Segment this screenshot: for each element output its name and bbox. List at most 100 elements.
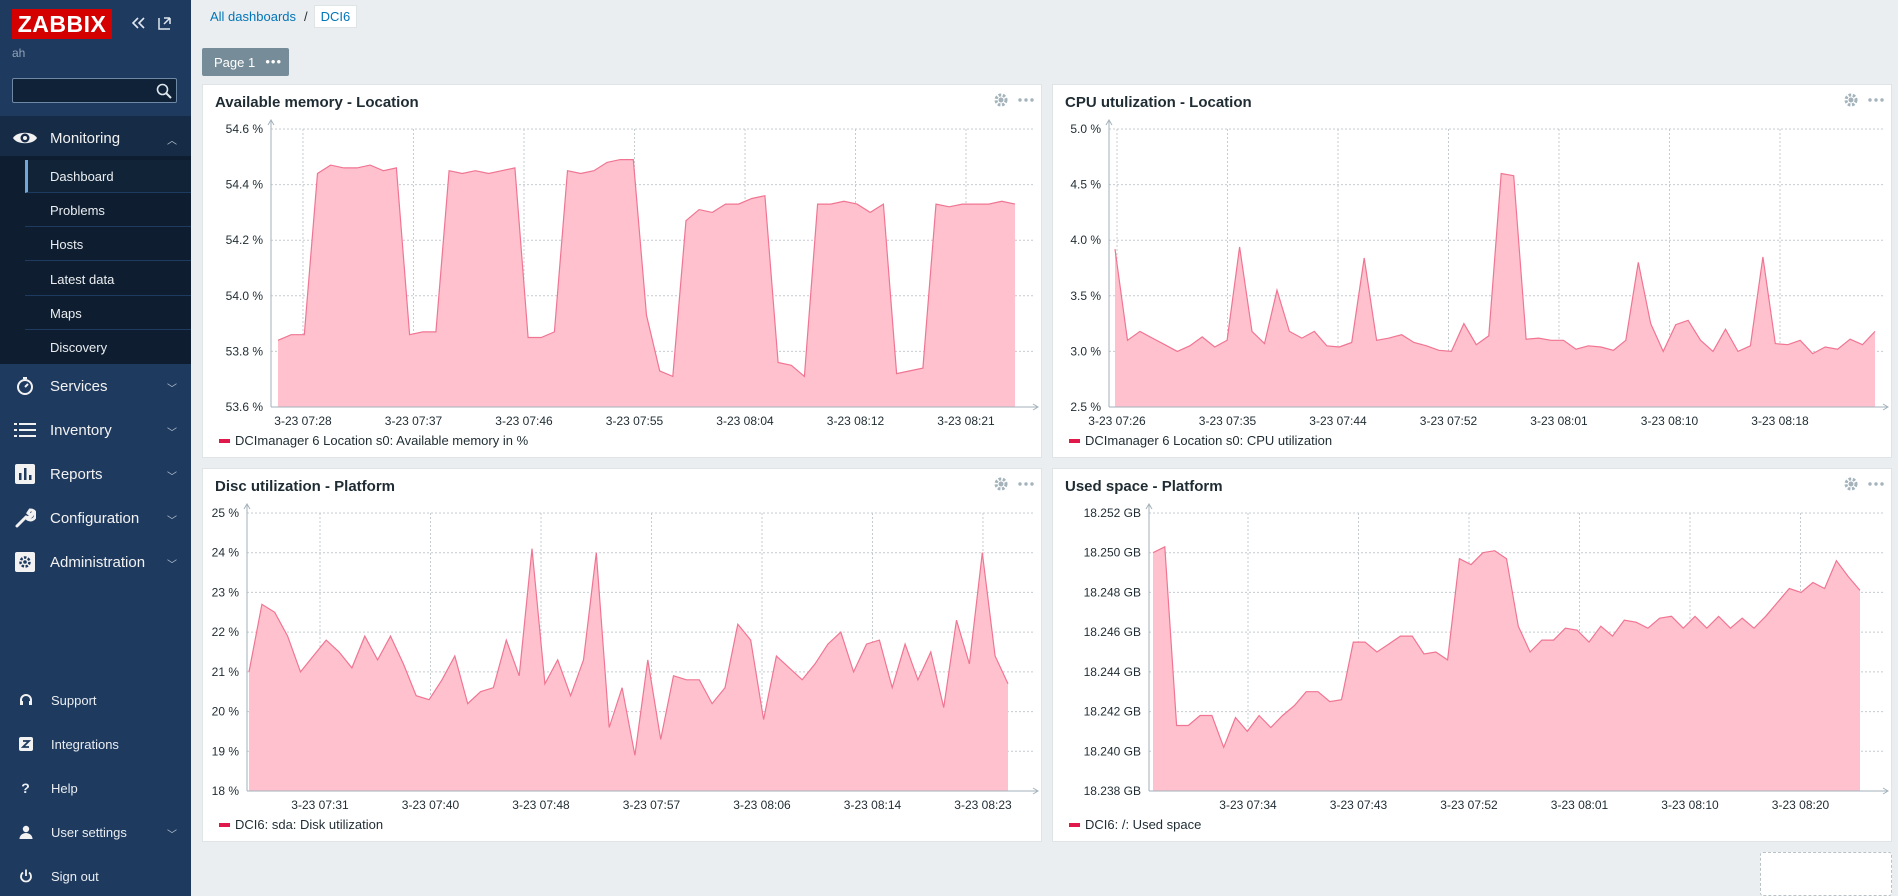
- menu-administration-label: Administration: [50, 553, 146, 571]
- zabbix-logo[interactable]: ZABBIX: [12, 9, 112, 39]
- y-tick-label: 19 %: [212, 744, 240, 758]
- widget-title: CPU utulization - Location: [1065, 94, 1252, 111]
- menu-administration[interactable]: Administration ﹀: [0, 540, 191, 584]
- y-axis-arrow: [1105, 119, 1113, 126]
- chevron-down-icon: ﹀: [167, 560, 177, 571]
- menu-support[interactable]: Support: [0, 682, 191, 718]
- breadcrumb-separator: /: [304, 9, 308, 24]
- y-tick-label: 18.250 GB: [1084, 546, 1141, 560]
- submenu-problems[interactable]: Problems: [25, 194, 191, 227]
- menu-inventory[interactable]: Inventory ﹀: [0, 408, 191, 452]
- menu-configuration[interactable]: Configuration ﹀: [0, 496, 191, 540]
- x-axis-arrow: [1882, 787, 1889, 795]
- chart-legend: DCImanager 6 Location s0: Available memo…: [219, 433, 528, 448]
- widget-title: Disc utilization - Platform: [215, 478, 396, 495]
- series-area: [1115, 173, 1875, 407]
- x-tick-label: 3-23 07:40: [402, 798, 460, 812]
- add-widget-placeholder[interactable]: [1760, 852, 1892, 896]
- y-tick-label: 4.5 %: [1070, 178, 1101, 192]
- series-area: [1153, 546, 1860, 791]
- menu-reports[interactable]: Reports ﹀: [0, 452, 191, 496]
- submenu-hosts[interactable]: Hosts: [25, 228, 191, 261]
- x-tick-label: 3-23 07:48: [512, 798, 570, 812]
- x-tick-label: 3-23 07:55: [606, 414, 664, 428]
- legend-swatch: [219, 438, 230, 443]
- widget-title: Available memory - Location: [215, 94, 419, 111]
- tab-menu-icon[interactable]: •••: [265, 54, 282, 69]
- more-icon[interactable]: [1867, 476, 1885, 495]
- y-tick-label: 20 %: [212, 705, 240, 719]
- legend-label: DCI6: sda: Disk utilization: [235, 817, 384, 832]
- chevron-up-icon: ︿: [167, 136, 177, 147]
- series-line: [248, 548, 1009, 756]
- x-tick-label: 3-23 08:01: [1530, 414, 1588, 428]
- list-icon: [0, 422, 50, 438]
- x-tick-label: 3-23 07:52: [1440, 798, 1498, 812]
- menu-integrations[interactable]: Integrations: [0, 726, 191, 762]
- x-tick-label: 3-23 07:52: [1420, 414, 1478, 428]
- series-line: [1114, 172, 1876, 355]
- x-tick-label: 3-23 07:31: [291, 798, 349, 812]
- y-tick-label: 18.244 GB: [1084, 665, 1141, 679]
- y-tick-label: 18.248 GB: [1084, 585, 1141, 599]
- legend-swatch: [219, 822, 230, 827]
- collapse-sidebar-icon[interactable]: [129, 14, 147, 32]
- menu-monitoring[interactable]: Monitoring ︿: [0, 116, 191, 160]
- widget-disc-utilization: Disc utilization - Platform 18 % 19 % 20 %…: [202, 468, 1042, 842]
- tab-page-1[interactable]: Page 1 •••: [202, 48, 289, 76]
- x-tick-label: 3-23 08:23: [954, 798, 1012, 812]
- gear-icon[interactable]: [1843, 92, 1859, 111]
- menu-help[interactable]: ? Help: [0, 770, 191, 806]
- more-icon[interactable]: [1867, 92, 1885, 111]
- y-tick-label: 18.246 GB: [1084, 625, 1141, 639]
- submenu-maps[interactable]: Maps: [25, 297, 191, 330]
- chart-used-space: 18.238 GB 18.240 GB 18.242 GB 18.244 GB 18.2…: [1084, 503, 1889, 812]
- widget-used-space: Used space - Platform 18.238 GB 18.240 GB…: [1052, 468, 1892, 842]
- menu-sign-out[interactable]: Sign out: [0, 858, 191, 894]
- menu-integrations-label: Integrations: [51, 736, 119, 752]
- menu-services[interactable]: Services ﹀: [0, 364, 191, 408]
- y-axis-arrow: [267, 119, 275, 126]
- widget-actions: [1843, 92, 1885, 111]
- y-tick-label: 18.252 GB: [1084, 506, 1141, 520]
- y-tick-label: 23 %: [212, 585, 240, 599]
- menu-sign-out-label: Sign out: [51, 868, 99, 884]
- x-tick-label: 3-23 07:28: [274, 414, 332, 428]
- menu-user-settings-label: User settings: [51, 824, 127, 840]
- gear-icon[interactable]: [993, 92, 1009, 111]
- series-line: [1152, 545, 1861, 749]
- breadcrumb: All dashboards / DCI6: [202, 4, 358, 29]
- search-icon[interactable]: [155, 82, 173, 100]
- y-tick-label: 54.4 %: [226, 178, 264, 192]
- y-tick-label: 3.5 %: [1070, 289, 1101, 303]
- gear-icon[interactable]: [1843, 476, 1859, 495]
- x-tick-label: 3-23 08:06: [733, 798, 791, 812]
- x-tick-label: 3-23 07:26: [1088, 414, 1146, 428]
- chevron-down-icon: ﹀: [167, 830, 177, 841]
- submenu-latest-data[interactable]: Latest data: [25, 263, 191, 296]
- x-tick-label: 3-23 08:21: [937, 414, 995, 428]
- submenu-discovery[interactable]: Discovery: [50, 340, 108, 355]
- y-tick-label: 53.8 %: [226, 344, 264, 358]
- chart-legend: DCImanager 6 Location s0: CPU utilizatio…: [1069, 433, 1332, 448]
- chart-legend: DCI6: sda: Disk utilization: [219, 817, 383, 832]
- gear-icon[interactable]: [993, 476, 1009, 495]
- breadcrumb-all-dashboards[interactable]: All dashboards: [210, 9, 296, 24]
- y-tick-label: 53.6 %: [226, 400, 264, 414]
- search-input[interactable]: [12, 78, 177, 103]
- x-tick-label: 3-23 07:43: [1330, 798, 1388, 812]
- stopwatch-icon: [0, 376, 50, 396]
- chart-legend: DCI6: /: Used space: [1069, 817, 1201, 832]
- breadcrumb-current[interactable]: DCI6: [313, 5, 358, 28]
- x-tick-label: 3-23 08:18: [1751, 414, 1809, 428]
- kiosk-mode-icon[interactable]: [156, 14, 174, 32]
- more-icon[interactable]: [1017, 92, 1035, 111]
- x-axis-arrow: [1032, 787, 1039, 795]
- integrations-icon: [0, 737, 51, 751]
- y-tick-label: 4.0 %: [1070, 233, 1101, 247]
- more-icon[interactable]: [1017, 476, 1035, 495]
- submenu-dashboard[interactable]: Dashboard: [25, 160, 191, 193]
- tab-page-1-label: Page 1: [214, 54, 256, 70]
- menu-monitoring-label: Monitoring: [50, 129, 121, 147]
- menu-user-settings[interactable]: User settings ﹀: [0, 814, 191, 850]
